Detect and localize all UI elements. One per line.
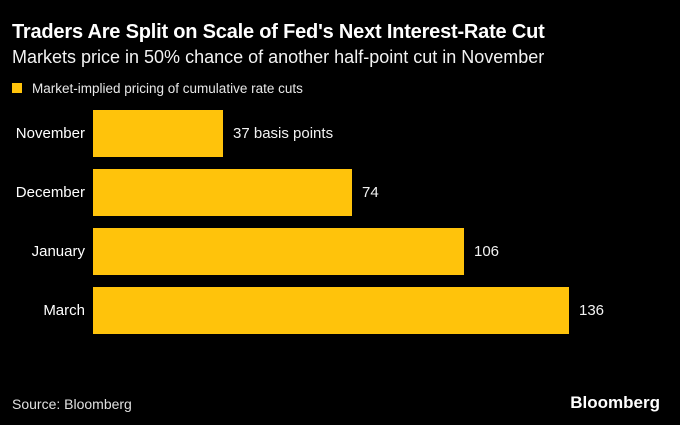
bar xyxy=(93,110,223,157)
legend-label: Market-implied pricing of cumulative rat… xyxy=(32,80,303,96)
chart-title: Traders Are Split on Scale of Fed's Next… xyxy=(12,21,545,43)
bar-row: November 37 basis points xyxy=(0,110,680,157)
bar xyxy=(93,228,464,275)
value-label: 37 basis points xyxy=(233,125,334,142)
source-note: Source: Bloomberg xyxy=(12,396,132,412)
chart-subtitle: Markets price in 50% chance of another h… xyxy=(12,47,545,67)
bar xyxy=(93,169,352,216)
category-label: March xyxy=(43,302,85,319)
bar-row: January 106 xyxy=(0,228,680,275)
legend: Market-implied pricing of cumulative rat… xyxy=(12,80,303,96)
value-label: 74 xyxy=(362,184,379,201)
bar xyxy=(93,287,569,334)
bloomberg-logo: Bloomberg xyxy=(570,393,660,412)
category-label: December xyxy=(15,184,85,201)
bar-chart: November 37 basis points December 74 January… xyxy=(0,110,680,346)
bar-row: December 74 xyxy=(0,169,680,216)
category-label: November xyxy=(15,125,85,142)
value-label: 136 xyxy=(579,302,605,319)
legend-swatch-icon xyxy=(12,83,22,93)
bar-row: March 136 xyxy=(0,287,680,334)
category-label: January xyxy=(31,243,85,260)
value-label: 106 xyxy=(474,243,500,260)
